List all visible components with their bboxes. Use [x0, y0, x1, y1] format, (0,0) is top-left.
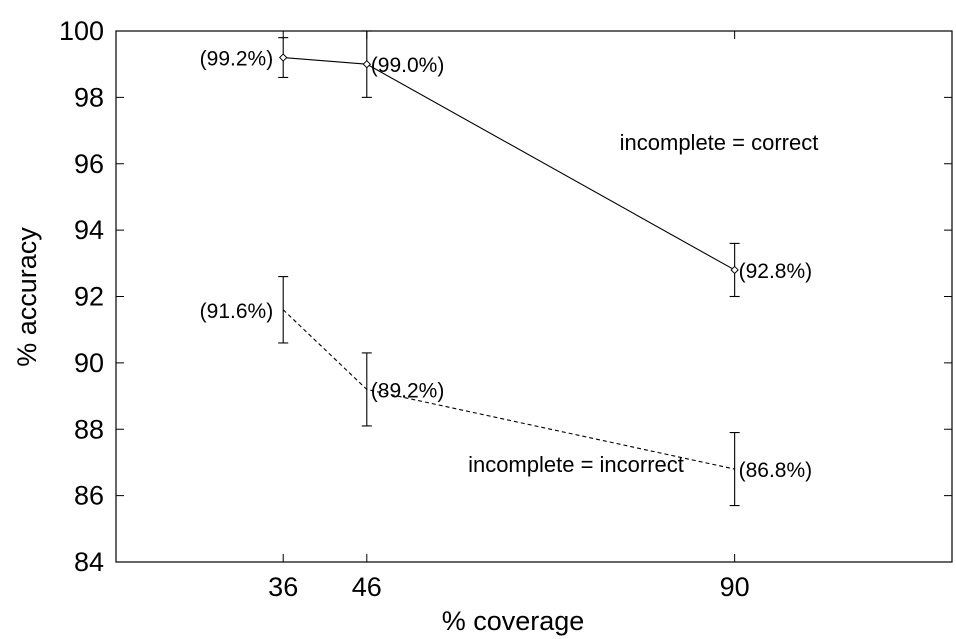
- series-name-label: incomplete = incorrect: [468, 452, 684, 477]
- series-line-2: [282, 309, 735, 470]
- y-tick-label: 88: [74, 414, 104, 444]
- y-tick-label: 96: [74, 149, 104, 179]
- y-tick-label: 92: [74, 282, 104, 312]
- y-tick-label: 100: [59, 16, 104, 46]
- data-label: (99.2%): [200, 48, 274, 71]
- y-tick-label: 98: [74, 82, 104, 112]
- data-point-marker: [278, 53, 288, 62]
- plot-frame: [115, 30, 953, 563]
- series-name-label: incomplete = correct: [620, 130, 819, 155]
- series-layer: [278, 30, 740, 507]
- data-label: (91.6%): [200, 300, 274, 323]
- data-label: (86.8%): [739, 459, 813, 482]
- data-label: (99.0%): [371, 54, 445, 77]
- x-axis-title: % coverage: [442, 606, 585, 636]
- series-line-1: [283, 57, 735, 271]
- axis-ticks: 84 86 88 90 92 94 96 98 100 36 46 90: [59, 16, 952, 602]
- data-point-marker: [362, 59, 372, 69]
- y-tick-label: 86: [74, 481, 104, 511]
- y-tick-label: 84: [74, 547, 104, 577]
- y-axis-title: % accuracy: [12, 227, 42, 367]
- x-tick-label: 90: [720, 572, 750, 602]
- x-tick-label: 36: [268, 572, 298, 602]
- y-tick-label: 94: [74, 215, 104, 245]
- data-label: (92.8%): [739, 260, 813, 283]
- data-point-marker: [730, 265, 739, 275]
- data-label: (89.2%): [371, 379, 445, 402]
- labels-layer: (99.2%) (99.0%) (92.8%) incomplete = correc…: [200, 48, 819, 483]
- x-tick-label: 46: [352, 572, 382, 602]
- y-tick-label: 90: [74, 348, 104, 378]
